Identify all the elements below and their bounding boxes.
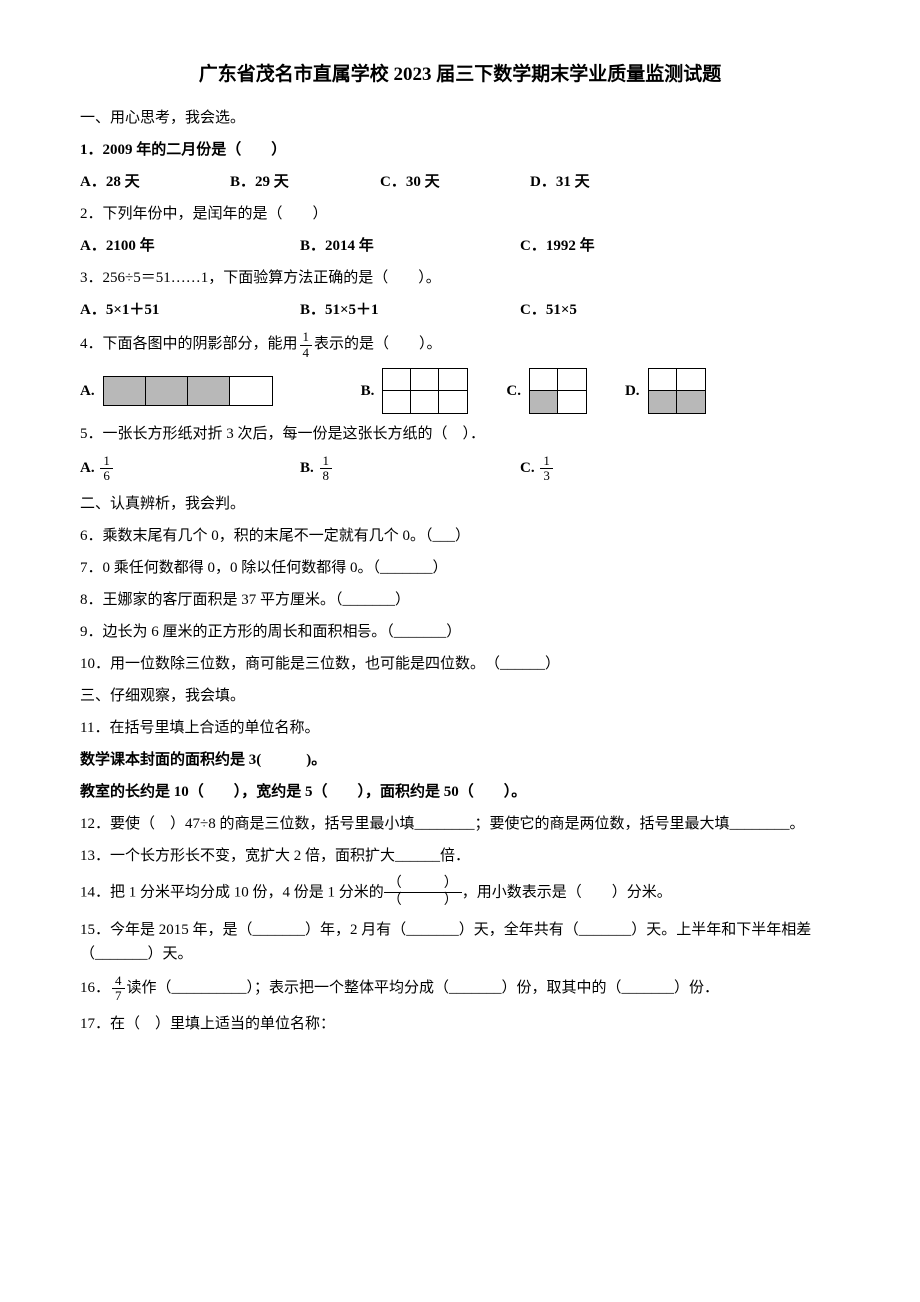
q4-shape-c [529, 368, 587, 414]
q16-fraction: 47 [112, 974, 125, 1004]
q5-opt-a: A. 16 [80, 454, 300, 484]
q4-options: A. B. C. D. [80, 368, 840, 414]
q3-opt-a: A．5×1＋51 [80, 298, 300, 322]
q16-frac-den: 7 [112, 989, 125, 1003]
q5-c-den: 3 [540, 469, 553, 483]
q4-stem: 4．下面各图中的阴影部分，能用14表示的是（ ）。 [80, 330, 840, 360]
q10: 10．用一位数除三位数，商可能是三位数，也可能是四位数。 （______） [80, 652, 840, 676]
q5-b-num: 1 [320, 454, 333, 469]
q5-a-num: 1 [100, 454, 113, 469]
q5-a-label: A. [80, 460, 95, 476]
q9: 9．边长为 6 厘米的正方形的周长和面积相등。（_______） [80, 620, 840, 644]
q11-line1: 数学课本封面的面积约是 3( )。 [80, 748, 840, 772]
q2-stem: 2．下列年份中，是闰年的是（ ） [80, 202, 840, 226]
q5-c-label: C. [520, 460, 535, 476]
q11-stem: 11．在括号里填上合适的单位名称。 [80, 716, 840, 740]
q8: 8．王娜家的客厅面积是 37 平方厘米。（_______） [80, 588, 840, 612]
q1-options: A．28 天 B．29 天 C．30 天 D．31 天 [80, 170, 840, 194]
q1-opt-c: C．30 天 [380, 170, 530, 194]
q4-opt-b-label: B. [361, 379, 375, 403]
q4-stem-a: 4．下面各图中的阴影部分，能用 [80, 337, 298, 353]
q14-b: ，用小数表示是（ ）分米。 [462, 884, 672, 900]
q11-line2: 教室的长约是 10（ ），宽约是 5（ ），面积约是 50（ ）。 [80, 780, 840, 804]
q1-opt-a: A．28 天 [80, 170, 230, 194]
q5-b-den: 8 [320, 469, 333, 483]
q13: 13．一个长方形长不变，宽扩大 2 倍，面积扩大______倍． [80, 844, 840, 868]
q14-frac-num: （ ） [384, 876, 462, 894]
q16-a: 16． [80, 980, 110, 996]
q16-b: 读作（__________）；表示把一个整体平均分成（_______）份，取其中… [127, 980, 720, 996]
q12: 12．要使（ ）47÷8 的商是三位数，括号里最小填________；要使它的商… [80, 812, 840, 836]
q15: 15．今年是 2015 年，是（_______）年，2 月有（_______）天… [80, 918, 840, 966]
page-title: 广东省茂名市直属学校 2023 届三下数学期末学业质量监测试题 [80, 60, 840, 90]
q3-stem: 3．256÷5＝51……1，下面验算方法正确的是（ ）。 [80, 266, 840, 290]
q3-opt-b: B．51×5＋1 [300, 298, 520, 322]
q5-c-num: 1 [540, 454, 553, 469]
q17: 17．在（ ）里填上适当的单位名称： [80, 1012, 840, 1036]
q4-frac-den: 4 [300, 346, 313, 360]
q2-opt-b: B．2014 年 [300, 234, 520, 258]
q1-stem: 1．2009 年的二月份是（ ） [80, 138, 840, 162]
q2-options: A．2100 年 B．2014 年 C．1992 年 [80, 234, 840, 258]
q1-opt-b: B．29 天 [230, 170, 380, 194]
q7: 7．0 乘任何数都得 0，0 除以任何数都得 0。（_______） [80, 556, 840, 580]
q3-opt-c: C．51×5 [520, 298, 740, 322]
q6: 6．乘数末尾有几个 0，积的末尾不一定就有几个 0。（___） [80, 524, 840, 548]
q4-opt-d-label: D. [625, 379, 640, 403]
q5-c-frac: 13 [540, 454, 553, 484]
q14-a: 14．把 1 分米平均分成 10 份，4 份是 1 分米的 [80, 884, 384, 900]
q1-opt-d: D．31 天 [530, 170, 680, 194]
q5-stem: 5．一张长方形纸对折 3 次后，每一份是这张长方纸的（ ）． [80, 422, 840, 446]
q5-a-den: 6 [100, 469, 113, 483]
q3-options: A．5×1＋51 B．51×5＋1 C．51×5 [80, 298, 840, 322]
q4-opt-a-label: A. [80, 379, 95, 403]
q5-opt-b: B. 18 [300, 454, 520, 484]
q4-stem-b: 表示的是（ ）。 [314, 337, 442, 353]
q4-shape-a [103, 376, 273, 406]
section-1-heading: 一、用心思考，我会选。 [80, 106, 840, 130]
q14-fraction: （ ）（ ） [384, 876, 462, 911]
q4-frac-num: 1 [300, 330, 313, 345]
q14: 14．把 1 分米平均分成 10 份，4 份是 1 分米的（ ）（ ），用小数表… [80, 876, 840, 911]
q5-b-frac: 18 [320, 454, 333, 484]
section-3-heading: 三、仔细观察，我会填。 [80, 684, 840, 708]
section-2-heading: 二、认真辨析，我会判。 [80, 492, 840, 516]
q16: 16．47读作（__________）；表示把一个整体平均分成（_______）… [80, 974, 840, 1004]
q4-opt-c-label: C. [506, 379, 521, 403]
q4-fraction: 14 [300, 330, 313, 360]
q5-b-label: B. [300, 460, 314, 476]
q5-opt-c: C. 13 [520, 454, 740, 484]
q2-opt-c: C．1992 年 [520, 234, 740, 258]
q4-shape-b [382, 368, 468, 414]
q5-a-frac: 16 [100, 454, 113, 484]
q2-opt-a: A．2100 年 [80, 234, 300, 258]
q4-shape-d [648, 368, 706, 414]
q14-frac-den: （ ） [384, 893, 462, 910]
q5-options: A. 16 B. 18 C. 13 [80, 454, 840, 484]
q16-frac-num: 4 [112, 974, 125, 989]
